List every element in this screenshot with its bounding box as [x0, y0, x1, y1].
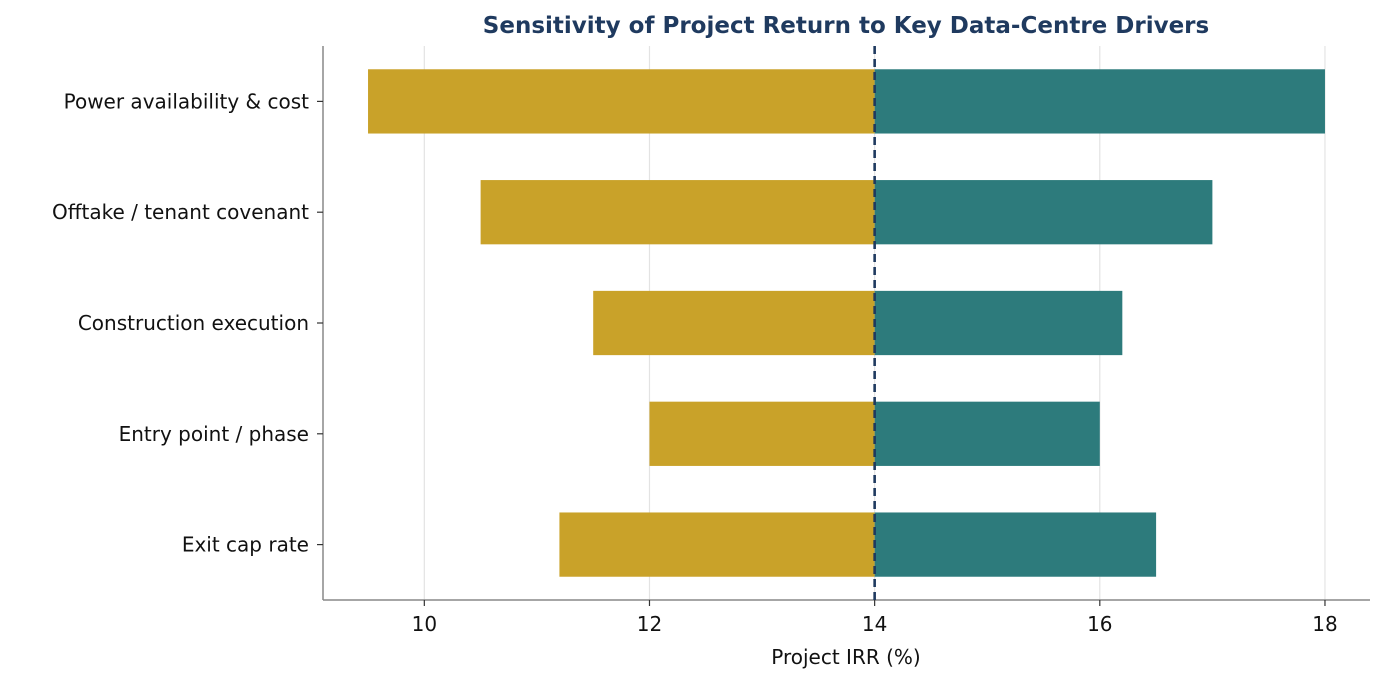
- tick-labels: 10 12 14 16 18 Power availability & cost Offta…: [52, 89, 1338, 636]
- x-tick-label: 16: [1087, 612, 1112, 636]
- downside-bar: [480, 180, 875, 245]
- y-tick-label: Power availability & cost: [64, 89, 310, 113]
- upside-bar: [874, 180, 1213, 245]
- downside-bar: [368, 69, 875, 134]
- x-tick-label: 14: [862, 612, 887, 636]
- y-tick-label: Construction execution: [78, 311, 309, 335]
- x-tick-label: 12: [637, 612, 662, 636]
- downside-bar: [593, 290, 875, 356]
- upside-bar: [874, 401, 1100, 466]
- downside-bar: [649, 401, 875, 466]
- y-tick-label: Offtake / tenant covenant: [52, 200, 309, 224]
- upside-bar: [874, 290, 1123, 356]
- chart-title: Sensitivity of Project Return to Key Dat…: [483, 13, 1209, 39]
- upside-bar: [874, 512, 1157, 577]
- x-axis-label: Project IRR (%): [771, 645, 920, 669]
- upside-bar: [874, 69, 1325, 134]
- y-tick-label: Exit cap rate: [182, 533, 309, 557]
- x-tick-label: 18: [1312, 612, 1337, 636]
- bars: [368, 69, 1325, 577]
- y-tick-label: Entry point / phase: [119, 422, 309, 446]
- x-tick-label: 10: [412, 612, 437, 636]
- downside-bar: [559, 512, 875, 577]
